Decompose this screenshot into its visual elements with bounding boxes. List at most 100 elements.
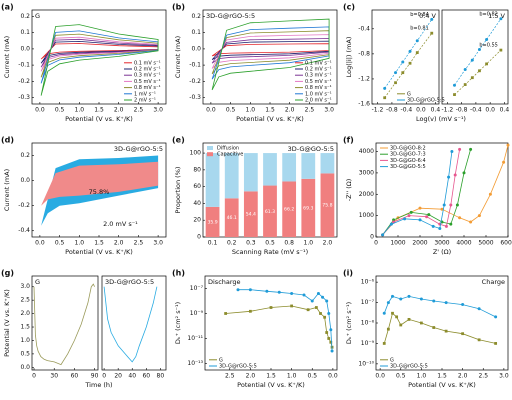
y-axis-label: Current (mA) (3, 169, 11, 211)
x-axis-label: Time (h) (84, 381, 112, 389)
plot-frame (101, 275, 167, 371)
marker (461, 303, 465, 307)
plot-frame (31, 275, 99, 371)
series-line (40, 36, 159, 72)
y-tick-label: 10⁻⁸ (361, 320, 375, 327)
y-tick-label: 0.0 (20, 364, 30, 371)
x-tick-label: 1.0 (304, 240, 314, 247)
panel-label: (e) (172, 136, 185, 145)
x-tick-label: 1.5 (265, 107, 275, 114)
legend-label: G (407, 91, 411, 97)
legend-label: 2.0 mV s⁻¹ (305, 98, 332, 104)
y-tick-label: -0.3 (18, 94, 30, 101)
marker (386, 327, 390, 331)
panel-label: (i) (343, 269, 353, 278)
marker (395, 315, 399, 319)
marker (316, 291, 320, 295)
x-tick-label: 0 (374, 240, 378, 247)
marker (325, 299, 329, 303)
legend-label: 0.3 mV s⁻¹ (134, 73, 161, 79)
marker (403, 217, 407, 221)
series-line (211, 30, 330, 75)
panel-label: (h) (172, 269, 185, 278)
panel-label: (a) (1, 3, 14, 12)
y-tick-label: 0.1 (20, 29, 30, 36)
y-tick-label: 0 (370, 234, 374, 241)
marker (265, 289, 269, 293)
x-tick-label: 80 (157, 373, 165, 380)
marker (425, 215, 429, 219)
y-tick-label: -0.4 (358, 25, 370, 32)
y-tick-label: 10⁻⁹ (361, 340, 375, 347)
series-line (40, 40, 159, 64)
panel-title: 3D-G@rGO-5:5 (114, 145, 163, 153)
fit-annotation: b=0.55 (479, 43, 498, 49)
legend-label: 1.0 mV s⁻¹ (305, 91, 332, 97)
series-line (40, 43, 159, 60)
series-line (211, 38, 330, 64)
x-axis-label: Scanning Rate (mV s⁻¹) (232, 248, 308, 256)
marker (392, 218, 396, 222)
marker (427, 213, 431, 217)
legend-swatch (207, 152, 213, 157)
x-tick-label: 1.5 (94, 240, 104, 247)
marker (325, 331, 329, 334)
marker (269, 306, 273, 309)
series-line (454, 49, 502, 95)
x-tick-label: 3.0 (153, 107, 163, 114)
y-tick-label: 1000 (359, 212, 374, 219)
legend-label: 3D-G@rGO-5:5 (390, 364, 428, 370)
x-tick-label: 3.0 (499, 373, 509, 380)
marker (409, 210, 413, 214)
marker (401, 60, 405, 64)
data-label: 66.2 (284, 207, 294, 213)
series-line (211, 34, 330, 69)
x-tick-label: 1.0 (287, 373, 297, 380)
marker (386, 301, 390, 305)
series-line (211, 18, 330, 91)
x-tick-label: 90 (91, 373, 99, 380)
y-tick-label: 0.0 (20, 177, 30, 184)
y-tick-label: 0.2 (191, 13, 201, 20)
series-line (211, 40, 330, 60)
marker (485, 37, 489, 41)
marker (408, 49, 412, 53)
series-line (33, 283, 95, 366)
marker (394, 81, 397, 85)
bar-segment (320, 173, 335, 237)
legend-label: 3D-G@GO-8:2 (390, 146, 426, 152)
marker (415, 51, 419, 55)
marker (453, 93, 456, 96)
panel-title: Discharge (208, 278, 241, 286)
series-line (211, 43, 330, 57)
data-label: 46.1 (227, 215, 237, 221)
y-tick-label: 0.2 (20, 13, 30, 20)
marker (477, 214, 481, 218)
x-tick-label: 3.0 (324, 107, 334, 114)
marker (438, 226, 442, 230)
x-tick-label: -1.2 (441, 107, 453, 114)
panel-label: (d) (1, 136, 14, 145)
annotation: 2.0 mV s⁻¹ (103, 220, 138, 228)
x-axis-label: Log(v) (mV s⁻¹) (416, 115, 466, 123)
x-axis-label: Z' (Ω) (433, 248, 451, 256)
marker (290, 304, 294, 308)
panel-label: (c) (343, 3, 355, 12)
x-tick-label: -0.8 (456, 107, 468, 114)
y-tick-label: 0 (197, 234, 201, 241)
series-line (238, 289, 333, 352)
y-tick-label: -0.1 (189, 62, 201, 69)
panel-title: Charge (482, 278, 505, 286)
marker (450, 150, 454, 154)
x-tick-label: 0.0 (35, 240, 45, 247)
x-tick-label: 60 (142, 373, 150, 380)
y-tick-label: 40 (193, 200, 201, 207)
legend-label: 0.3 mV s⁻¹ (305, 73, 332, 79)
x-tick-label: 1.5 (266, 373, 276, 380)
marker (382, 311, 386, 315)
series-line (40, 30, 159, 84)
marker (477, 47, 481, 51)
x-tick-label: 20 (114, 373, 122, 380)
marker (432, 299, 436, 303)
marker (499, 17, 503, 21)
